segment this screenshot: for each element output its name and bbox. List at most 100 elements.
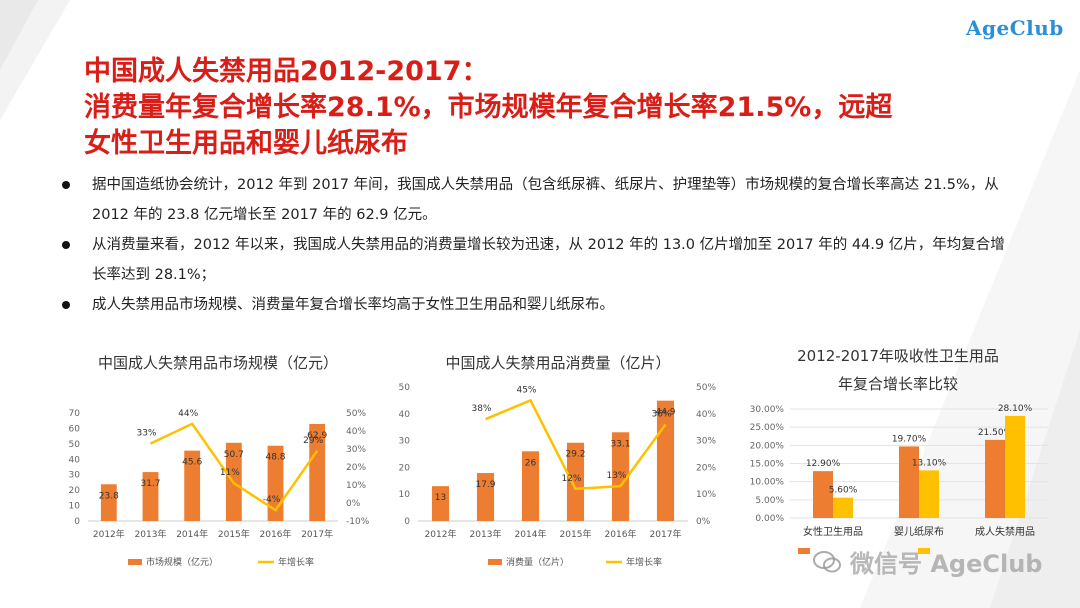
bar-data-label: 62.9 bbox=[307, 431, 327, 441]
y-tick-label: 20 bbox=[399, 463, 411, 473]
bar bbox=[1005, 415, 1025, 518]
bar-data-label: 12.90% bbox=[806, 459, 841, 469]
x-tick-label: 2014年 bbox=[176, 528, 208, 540]
bar-data-label: 31.7 bbox=[140, 479, 160, 489]
x-tick-label: 2016年 bbox=[260, 528, 292, 540]
y-tick-label: 20 bbox=[69, 486, 81, 496]
line-data-label: 11% bbox=[220, 468, 240, 478]
x-tick-label: 婴儿纸尿布 bbox=[894, 525, 944, 538]
bar-data-label: 28.10% bbox=[998, 404, 1033, 414]
x-tick-label: 2016年 bbox=[605, 528, 637, 540]
legend-label: 消费量（亿片） bbox=[506, 556, 569, 568]
bar bbox=[521, 451, 540, 521]
consumption-chart: 中国成人失禁用品消费量（亿片） 0 10 20 30 40 50 0% 10% 20% 30% 40… bbox=[388, 345, 728, 580]
y-tick-label: 0 bbox=[404, 517, 410, 527]
title-line: 中国成人失禁用品2012-2017： bbox=[84, 56, 489, 87]
bar bbox=[611, 432, 630, 521]
line-data-label: 29% bbox=[303, 436, 323, 446]
bullet-dot-icon bbox=[62, 301, 70, 309]
y-tick-label: 40 bbox=[69, 455, 81, 465]
page-title: 中国成人失禁用品2012-2017： 消费量年复合增长率28.1%，市场规模年复… bbox=[84, 54, 1004, 162]
y2-tick-label: 40% bbox=[696, 410, 716, 420]
bar-data-label: 26 bbox=[525, 458, 537, 468]
title-line: 消费量年复合增长率28.1%，市场规模年复合增长率21.5%，远超 bbox=[84, 92, 893, 123]
bar-data-label: 50.7 bbox=[224, 450, 244, 460]
line-data-label: 36% bbox=[651, 410, 671, 420]
x-tick-label: 2015年 bbox=[560, 528, 592, 540]
y2-tick-label: 20% bbox=[346, 463, 366, 473]
y-tick-label: 10 bbox=[69, 502, 81, 512]
line-data-label: -4% bbox=[263, 495, 281, 505]
chart-title-line: 年复合增长率比较 bbox=[837, 375, 958, 393]
line-data-label: 13% bbox=[606, 471, 626, 481]
y2-tick-label: -10% bbox=[346, 517, 370, 527]
bar bbox=[100, 484, 117, 521]
bar-data-label: 5.60% bbox=[829, 486, 858, 496]
bar bbox=[566, 442, 585, 521]
bar bbox=[431, 486, 450, 521]
y-tick-label: 10.00% bbox=[750, 478, 785, 488]
consumption-chart-svg: 0 10 20 30 40 50 0% 10% 20% 30% 40% 50% 2012年 13 2013年… bbox=[399, 383, 717, 568]
bullet-dot-icon bbox=[62, 241, 70, 249]
y2-tick-label: 0% bbox=[346, 499, 361, 509]
bullet-text: 据中国造纸协会统计，2012 年到 2017 年间，我国成人失禁用品（包含纸尿裤… bbox=[92, 177, 999, 223]
x-tick-label: 2013年 bbox=[135, 528, 167, 540]
y-tick-label: 0.00% bbox=[755, 514, 784, 524]
x-tick-label: 2012年 bbox=[93, 528, 125, 540]
x-tick-label: 女性卫生用品 bbox=[803, 525, 863, 538]
bar bbox=[267, 445, 284, 521]
line-data-label: 44% bbox=[178, 409, 198, 419]
line-data-label: 38% bbox=[471, 404, 491, 414]
bar-data-label: 19.70% bbox=[892, 434, 927, 444]
bullet-dot-icon bbox=[62, 181, 70, 189]
bullet-item: 据中国造纸协会统计，2012 年到 2017 年间，我国成人失禁用品（包含纸尿裤… bbox=[58, 170, 1018, 230]
x-tick-label: 2014年 bbox=[515, 528, 547, 540]
legend-bar-swatch bbox=[488, 559, 502, 565]
y2-tick-label: 20% bbox=[696, 463, 716, 473]
bullet-text: 成人失禁用品市场规模、消费量年复合增长率均高于女性卫生用品和婴儿纸尿布。 bbox=[92, 297, 614, 313]
bar-data-label: 33.1 bbox=[610, 439, 630, 449]
y2-tick-label: 50% bbox=[696, 383, 716, 393]
legend-bar-swatch bbox=[798, 548, 810, 554]
bar-data-label: 48.8 bbox=[265, 453, 285, 463]
bar-data-label: 44.9 bbox=[655, 408, 675, 418]
bar-data-label: 45.6 bbox=[182, 458, 202, 468]
chart-title: 中国成人失禁用品消费量（亿片） bbox=[445, 354, 671, 372]
y-tick-label: 30 bbox=[69, 471, 81, 481]
y2-tick-label: 10% bbox=[696, 490, 716, 500]
bullet-item: 从消费量来看，2012 年以来，我国成人失禁用品的消费量增长较为迅速，从 201… bbox=[58, 230, 1018, 290]
bar-data-label: 13.10% bbox=[912, 458, 947, 468]
growth-rate-line bbox=[485, 398, 667, 491]
watermark-text: 微信号 AgeClub bbox=[850, 550, 1043, 578]
bar-data-label: 13 bbox=[435, 493, 446, 503]
y2-tick-label: 30% bbox=[696, 437, 716, 447]
bar bbox=[985, 439, 1005, 518]
x-tick-label: 成人失禁用品 bbox=[975, 525, 1035, 538]
bar bbox=[899, 446, 919, 518]
bar bbox=[184, 450, 201, 521]
x-tick-label: 2015年 bbox=[218, 528, 250, 540]
legend-bar-swatch bbox=[128, 559, 142, 565]
market-size-chart-svg: 0 10 20 30 40 50 60 70 -10% 0% 10% 20% 30% 40% 50% 2012… bbox=[69, 409, 370, 568]
y2-tick-label: 10% bbox=[346, 481, 366, 491]
chart-title: 中国成人失禁用品市场规模（亿元） bbox=[98, 354, 339, 372]
y-tick-label: 60 bbox=[69, 424, 81, 434]
bar bbox=[833, 497, 853, 518]
bar bbox=[142, 472, 159, 521]
bar bbox=[813, 471, 833, 518]
legend-bar-swatch bbox=[918, 548, 930, 554]
wechat-icon bbox=[813, 551, 841, 573]
cagr-comparison-chart-svg: 0.00% 5.00% 10.00% 15.00% 20.00% 25.00% 30.00%… bbox=[750, 404, 1048, 554]
legend-label: 市场规模（亿元） bbox=[146, 556, 218, 568]
y-tick-label: 30 bbox=[399, 437, 411, 447]
chart-title-line: 2012-2017年吸收性卫生用品 bbox=[797, 347, 999, 365]
y2-tick-label: 30% bbox=[346, 445, 366, 455]
bar bbox=[476, 473, 495, 521]
y-tick-label: 15.00% bbox=[750, 460, 785, 470]
y2-tick-label: 50% bbox=[346, 409, 366, 419]
x-tick-label: 2012年 bbox=[425, 528, 457, 540]
y-tick-label: 25.00% bbox=[750, 423, 785, 433]
bar-data-label: 23.8 bbox=[99, 491, 119, 501]
bar bbox=[919, 470, 939, 518]
bullet-list: 据中国造纸协会统计，2012 年到 2017 年间，我国成人失禁用品（包含纸尿裤… bbox=[58, 170, 1018, 320]
